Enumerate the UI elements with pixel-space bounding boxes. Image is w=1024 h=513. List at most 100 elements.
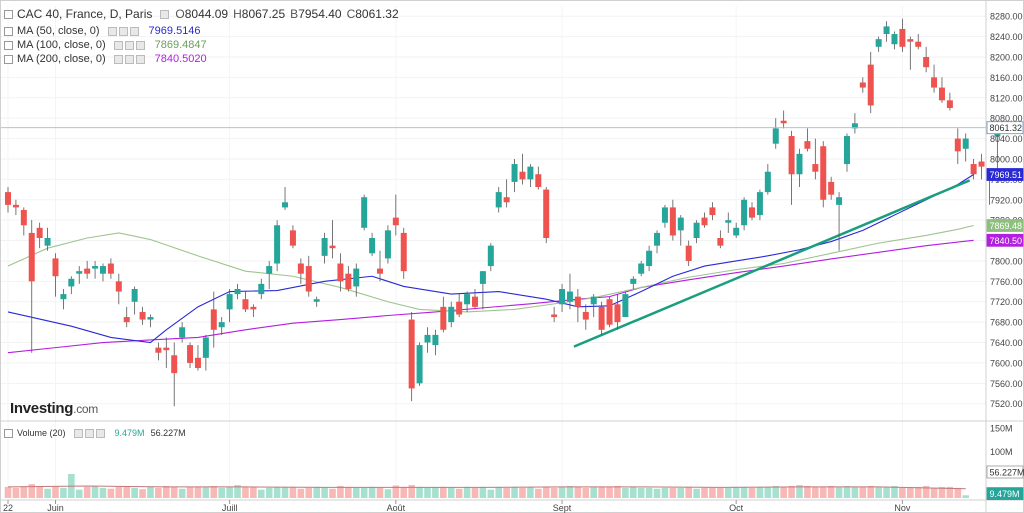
- candle[interactable]: [709, 202, 716, 221]
- candle[interactable]: [60, 288, 67, 310]
- candle[interactable]: [187, 342, 194, 369]
- candle[interactable]: [962, 133, 969, 162]
- candle[interactable]: [574, 288, 581, 323]
- candle[interactable]: [210, 291, 217, 348]
- candle[interactable]: [479, 271, 486, 310]
- candle[interactable]: [851, 113, 858, 134]
- candle[interactable]: [20, 207, 27, 236]
- candle[interactable]: [654, 230, 661, 254]
- candle[interactable]: [250, 304, 257, 318]
- candle[interactable]: [321, 232, 328, 264]
- candle[interactable]: [843, 133, 850, 172]
- candle[interactable]: [274, 220, 281, 272]
- candle[interactable]: [931, 64, 938, 93]
- candle[interactable]: [155, 342, 162, 361]
- candle[interactable]: [923, 46, 930, 73]
- candle[interactable]: [5, 187, 11, 213]
- candle[interactable]: [242, 291, 249, 312]
- candle[interactable]: [353, 263, 360, 297]
- trendline-layer[interactable]: [573, 179, 971, 348]
- candle[interactable]: [780, 110, 787, 129]
- candle[interactable]: [92, 260, 99, 279]
- candle[interactable]: [828, 176, 835, 200]
- eye-icon[interactable]: [107, 27, 117, 36]
- candles[interactable]: [5, 18, 1001, 407]
- candle[interactable]: [519, 153, 526, 185]
- candle[interactable]: [511, 158, 518, 193]
- candle[interactable]: [384, 225, 391, 264]
- candle[interactable]: [836, 192, 843, 251]
- settings-icon[interactable]: [160, 9, 170, 19]
- candle[interactable]: [954, 128, 961, 165]
- candle[interactable]: [266, 260, 273, 289]
- candle[interactable]: [139, 306, 146, 325]
- candle[interactable]: [756, 189, 763, 221]
- candle[interactable]: [305, 255, 312, 297]
- candle[interactable]: [107, 258, 114, 279]
- symbol-checkbox[interactable]: [4, 9, 13, 19]
- candle[interactable]: [535, 166, 542, 190]
- candle[interactable]: [76, 266, 83, 284]
- candle[interactable]: [859, 77, 866, 93]
- candle[interactable]: [487, 243, 494, 272]
- close-icon[interactable]: [95, 428, 105, 438]
- candle[interactable]: [733, 222, 740, 239]
- candle[interactable]: [464, 291, 471, 312]
- candle[interactable]: [282, 187, 289, 210]
- ma100-checkbox[interactable]: [4, 41, 13, 50]
- candle[interactable]: [503, 179, 510, 208]
- candle[interactable]: [590, 294, 597, 318]
- candle[interactable]: [883, 21, 890, 42]
- candle[interactable]: [369, 232, 376, 256]
- candle[interactable]: [226, 288, 233, 323]
- eye-icon[interactable]: [113, 41, 123, 50]
- candle[interactable]: [440, 296, 447, 333]
- candle[interactable]: [630, 276, 637, 289]
- candle[interactable]: [970, 158, 977, 180]
- candle[interactable]: [115, 273, 122, 305]
- candle[interactable]: [179, 322, 186, 343]
- settings-icon[interactable]: [124, 41, 134, 50]
- candle[interactable]: [424, 327, 431, 353]
- candle[interactable]: [812, 138, 819, 180]
- candle[interactable]: [392, 194, 399, 236]
- candle[interactable]: [978, 153, 985, 180]
- candle[interactable]: [669, 199, 676, 241]
- candle[interactable]: [685, 240, 692, 267]
- candle[interactable]: [796, 148, 803, 188]
- candle[interactable]: [946, 92, 953, 111]
- candle[interactable]: [614, 294, 621, 330]
- candle[interactable]: [804, 128, 811, 152]
- candle[interactable]: [202, 334, 209, 371]
- volume-checkbox[interactable]: [4, 428, 13, 438]
- candle[interactable]: [661, 204, 668, 228]
- candle[interactable]: [741, 197, 748, 231]
- candle[interactable]: [68, 276, 75, 295]
- candle[interactable]: [622, 291, 629, 318]
- candle[interactable]: [646, 245, 653, 272]
- candle[interactable]: [867, 51, 874, 114]
- candle[interactable]: [582, 304, 589, 330]
- candle[interactable]: [297, 258, 304, 284]
- candle[interactable]: [559, 283, 566, 312]
- candle[interactable]: [899, 18, 906, 52]
- candle[interactable]: [163, 337, 170, 369]
- close-icon[interactable]: [135, 41, 145, 50]
- candle[interactable]: [123, 306, 130, 328]
- settings-icon[interactable]: [84, 428, 94, 438]
- candle[interactable]: [701, 212, 708, 228]
- ma50-checkbox[interactable]: [4, 27, 13, 36]
- ma200-checkbox[interactable]: [4, 55, 13, 64]
- candle[interactable]: [432, 329, 439, 356]
- candle[interactable]: [875, 36, 882, 52]
- candle[interactable]: [495, 187, 502, 213]
- candle[interactable]: [566, 273, 573, 310]
- candle[interactable]: [606, 296, 613, 328]
- candle[interactable]: [258, 278, 265, 300]
- candle[interactable]: [377, 250, 384, 282]
- close-icon[interactable]: [129, 27, 139, 36]
- candle[interactable]: [147, 314, 154, 328]
- eye-icon[interactable]: [73, 428, 83, 438]
- candle[interactable]: [12, 199, 19, 216]
